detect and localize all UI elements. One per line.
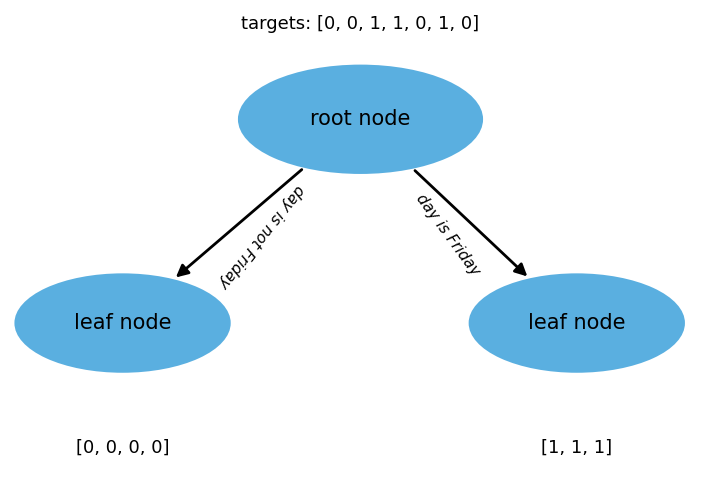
Ellipse shape: [238, 65, 483, 174]
Text: day is Friday: day is Friday: [413, 192, 482, 279]
Text: [1, 1, 1]: [1, 1, 1]: [541, 438, 612, 456]
Text: day is not Friday: day is not Friday: [216, 182, 307, 290]
Text: leaf node: leaf node: [74, 313, 172, 333]
Ellipse shape: [469, 273, 685, 373]
Text: [0, 0, 0, 0]: [0, 0, 0, 0]: [76, 438, 169, 456]
Text: leaf node: leaf node: [528, 313, 626, 333]
Ellipse shape: [14, 273, 231, 373]
Text: root node: root node: [310, 109, 411, 129]
Text: targets: [0, 0, 1, 1, 0, 1, 0]: targets: [0, 0, 1, 1, 0, 1, 0]: [242, 15, 479, 33]
